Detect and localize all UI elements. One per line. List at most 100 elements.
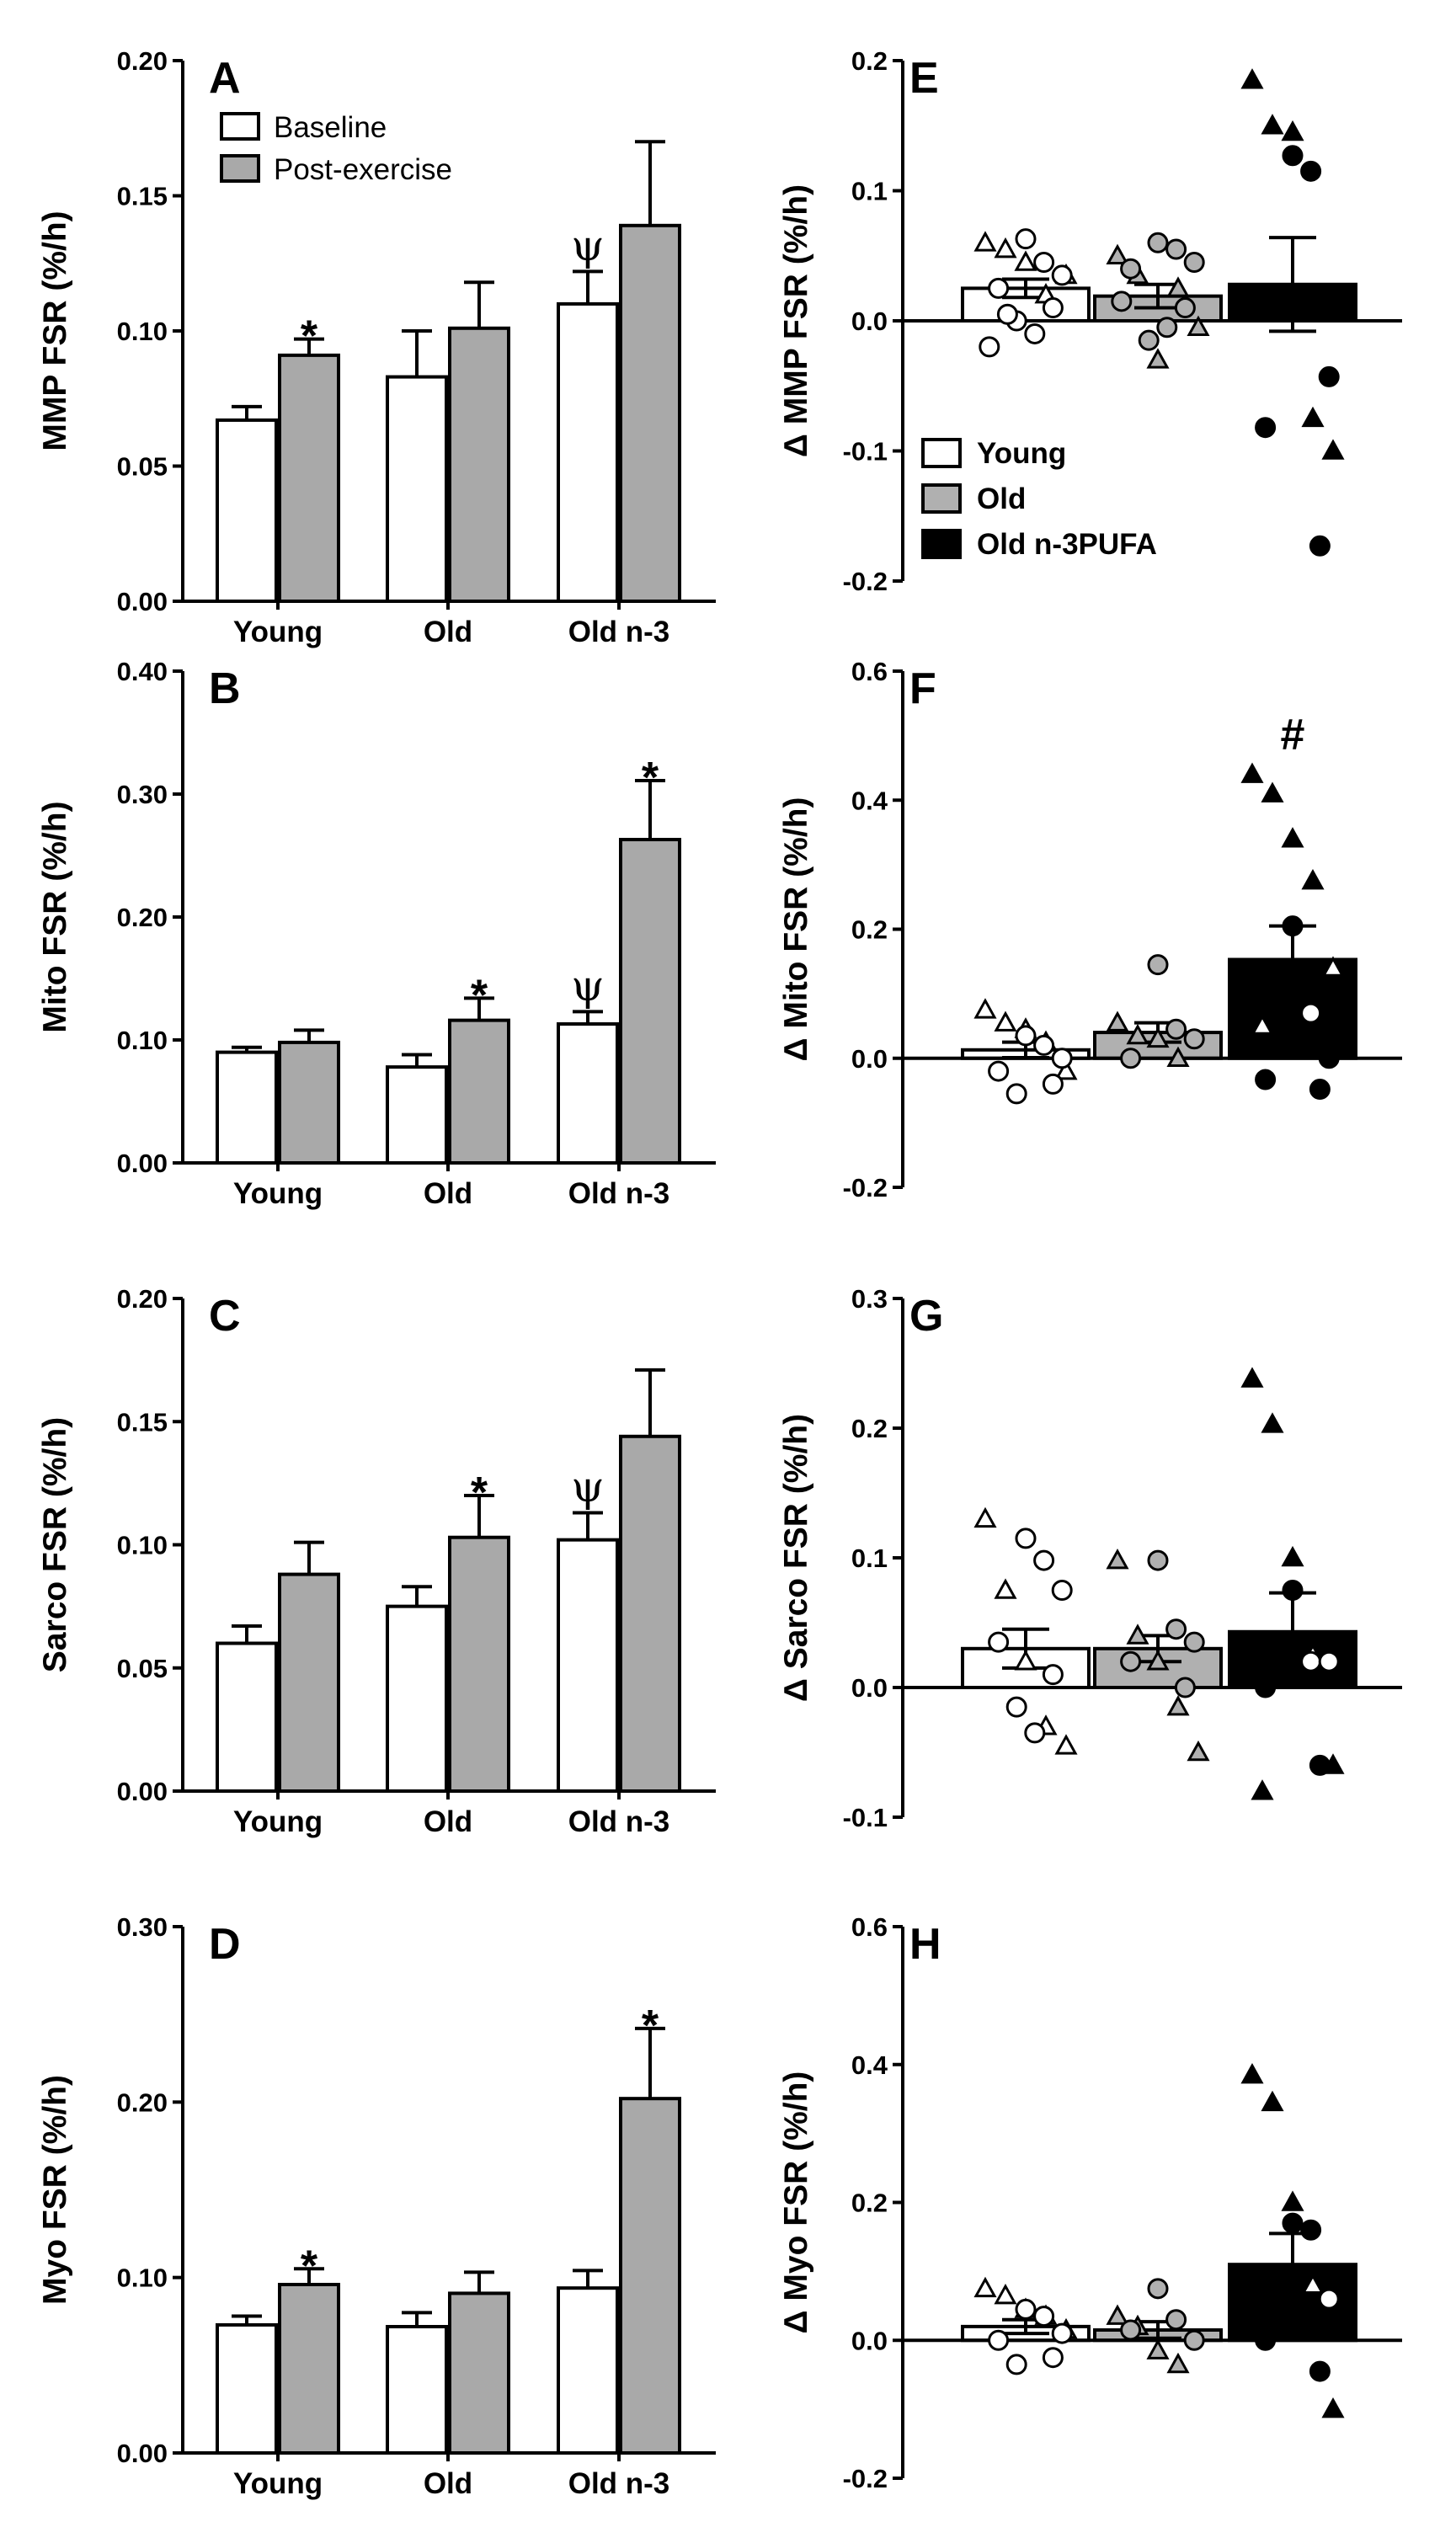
x-tick-label: Old <box>424 1805 472 1838</box>
panel-letter: E <box>909 54 939 103</box>
bar-baseline <box>557 1022 619 1165</box>
data-point-triangle <box>1321 956 1345 977</box>
data-point-triangle <box>1126 1624 1149 1645</box>
x-tick-label: Old n-3 <box>568 1177 670 1210</box>
psi-annotation: ψ <box>571 221 604 269</box>
data-point-circle <box>1282 145 1304 167</box>
y-tick-label: -0.2 <box>843 1173 888 1202</box>
significance-star: * <box>471 1469 488 1517</box>
data-point-triangle <box>994 1010 1017 1032</box>
data-point-triangle <box>1166 1046 1190 1068</box>
data-point-triangle <box>1301 406 1325 428</box>
data-point-circle <box>1015 228 1037 250</box>
y-tick-label: 0.10 <box>117 1531 168 1560</box>
data-point-circle <box>1309 1079 1331 1101</box>
bar-baseline <box>216 2322 278 2455</box>
data-point-circle <box>1183 1631 1205 1653</box>
data-point-triangle <box>1321 2397 1345 2418</box>
legend-swatch <box>921 529 962 559</box>
y-tick-label: 0.4 <box>851 786 888 815</box>
data-point-triangle <box>1240 68 1264 89</box>
legend-swatch-baseline <box>220 112 260 141</box>
data-point-circle <box>1300 160 1322 182</box>
data-point-circle <box>1051 1580 1073 1601</box>
bar-post-exercise <box>448 2291 510 2455</box>
significance-star: * <box>301 312 318 361</box>
y-tick-label: 0.0 <box>851 1673 888 1703</box>
legend-label-post-exercise: Post-exercise <box>274 153 452 186</box>
y-tick-label: 0.05 <box>117 452 168 482</box>
y-tick-label: 0.2 <box>851 915 888 945</box>
y-axis-label: Sarco FSR (%/h) <box>37 1417 73 1672</box>
y-tick-label: 0.2 <box>851 1414 888 1443</box>
legend-swatch <box>921 483 962 514</box>
significance-star: * <box>642 754 659 802</box>
panel-a: 0.00 0.05 0.10 0.15 0.20 * ψ Young Old Old n-3 MMP… <box>37 46 716 648</box>
y-tick-label: 0.4 <box>851 2050 888 2080</box>
data-point-circle <box>1165 1018 1187 1040</box>
y-tick-label: 0.1 <box>851 177 888 206</box>
y-tick-label: 0.2 <box>851 2189 888 2218</box>
x-tick-label: Old <box>424 616 472 648</box>
x-tick-label: Young <box>233 616 323 648</box>
legend: Baseline Post-exercise <box>220 111 452 186</box>
y-tick-label: 0.20 <box>117 2087 168 2117</box>
data-point-triangle <box>1321 439 1345 460</box>
y-tick-label: 0.10 <box>117 1026 168 1055</box>
y-tick-label: 0.15 <box>117 1407 168 1437</box>
data-point-circle <box>1282 915 1304 937</box>
data-point-circle <box>1318 1048 1340 1069</box>
data-point-triangle <box>1187 315 1210 337</box>
legend-label: Old n-3PUFA <box>977 528 1157 561</box>
data-point-triangle <box>973 231 997 252</box>
panel-letter: C <box>209 1292 241 1341</box>
psi-annotation: ψ <box>571 1462 604 1511</box>
data-point-circle <box>988 2329 1010 2351</box>
y-tick-label: 0.00 <box>117 1777 168 1806</box>
data-point-circle <box>1318 1650 1340 1672</box>
data-point-circle <box>1042 297 1064 319</box>
data-point-triangle <box>1146 1650 1170 1671</box>
data-point-triangle <box>973 1506 997 1528</box>
data-point-circle <box>1255 417 1277 439</box>
bar-post-exercise <box>278 2283 340 2455</box>
legend-label: Young <box>977 437 1066 470</box>
data-point-triangle <box>1251 1779 1274 1800</box>
data-point-circle <box>1174 297 1196 319</box>
x-tick-label: Young <box>233 2467 323 2500</box>
data-point-triangle <box>1301 2273 1325 2295</box>
data-point-triangle <box>1187 1740 1210 1762</box>
data-point-triangle <box>1166 276 1190 297</box>
data-point-triangle <box>994 237 1017 259</box>
data-point-triangle <box>1146 1026 1170 1048</box>
data-point-circle <box>1015 2298 1037 2320</box>
bar-baseline <box>557 1538 619 1794</box>
psi-annotation: ψ <box>571 961 604 1010</box>
legend-label: Old <box>977 483 1026 515</box>
data-point-circle <box>1174 1677 1196 1698</box>
data-point-circle <box>1120 258 1142 280</box>
bar-baseline <box>216 1641 278 1793</box>
bar-baseline <box>216 1050 278 1165</box>
data-point-triangle <box>1240 1367 1264 1388</box>
y-tick-label: -0.1 <box>843 1803 888 1832</box>
bar-post-exercise <box>278 1572 340 1793</box>
significance-hash: # <box>1281 711 1305 760</box>
y-axis-label: Δ MMP FSR (%/h) <box>778 184 814 457</box>
data-point-circle <box>1138 329 1160 351</box>
panel-letter: F <box>909 664 936 713</box>
x-tick-label: Old <box>424 2467 472 2500</box>
y-tick-label: 0.00 <box>117 587 168 616</box>
data-point-circle <box>1147 232 1169 253</box>
data-point-circle <box>1255 2329 1277 2351</box>
panel-h: -0.2 0.0 0.2 0.4 0.6 Δ Myo FSR (%/h) H <box>778 1912 1402 2493</box>
data-point-triangle <box>1106 243 1129 265</box>
y-tick-label: 0.00 <box>117 1149 168 1178</box>
data-point-circle <box>1300 1002 1322 1024</box>
panel-g: -0.1 0.0 0.1 0.2 0.3 Δ Sarco FSR (%/h) G <box>778 1284 1402 1832</box>
data-point-circle <box>1183 251 1205 273</box>
y-tick-label: -0.2 <box>843 2464 888 2493</box>
bar-baseline <box>557 301 619 603</box>
panel-c: 0.00 0.05 0.10 0.15 0.20 * ψ Young Old Old n-3 Sar… <box>37 1284 716 1838</box>
y-tick-label: 0.0 <box>851 1044 888 1074</box>
